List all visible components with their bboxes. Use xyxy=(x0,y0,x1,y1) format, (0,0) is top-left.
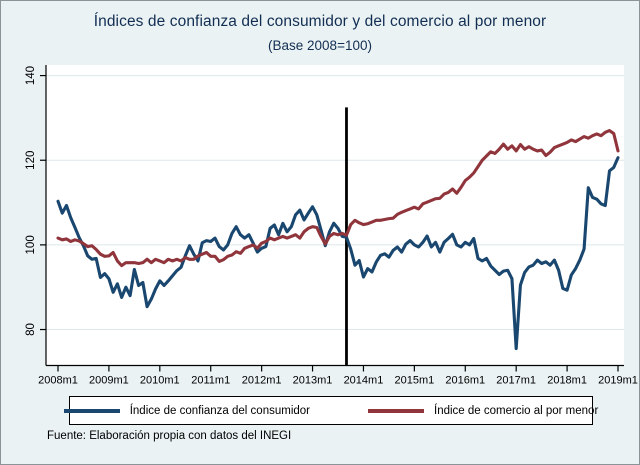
legend-label-retail: Índice de comercio al por menor xyxy=(434,404,599,417)
chart-subtitle: (Base 2008=100) xyxy=(268,38,372,53)
source-note: Fuente: Elaboración propia con datos del… xyxy=(47,430,292,442)
y-tick-label: 120 xyxy=(25,151,37,170)
series-line-retail xyxy=(56,129,620,268)
x-tick-label: 2016m1 xyxy=(445,375,485,387)
legend-box: Índice de confianza del consumidor Índic… xyxy=(63,396,598,425)
legend-label-consumer: Índice de confianza del consumidor xyxy=(129,404,310,417)
x-tick-label: 2013m1 xyxy=(293,375,333,387)
y-tick-label: 80 xyxy=(25,323,37,336)
x-tick-label: 2018m1 xyxy=(547,375,587,387)
legend-item-consumer: Índice de confianza del consumidor xyxy=(63,404,310,417)
retail-line-swatch xyxy=(368,408,424,413)
x-tick-label: 2019m1 xyxy=(598,375,638,387)
x-tick-label: 2011m1 xyxy=(191,375,230,387)
plot-background xyxy=(46,65,624,366)
x-tick-label: 2008m1 xyxy=(38,375,78,387)
legend-item-retail: Índice de comercio al por menor xyxy=(368,405,598,417)
y-tick-label: 100 xyxy=(25,235,37,254)
consumer-line-swatch xyxy=(63,408,120,413)
chart-title: Índices de confianza del consumidor y de… xyxy=(93,13,547,30)
x-tick-label: 2015m1 xyxy=(394,375,434,387)
y-tick-label: 140 xyxy=(25,66,37,85)
x-tick-label: 2014m1 xyxy=(344,375,384,387)
x-tick-label: 2009m1 xyxy=(89,375,129,387)
x-tick-label: 2010m1 xyxy=(140,375,180,387)
x-tick-label: 2012m1 xyxy=(242,375,282,387)
series-line-consumer xyxy=(56,156,620,351)
x-tick-label: 2017m1 xyxy=(496,375,536,387)
